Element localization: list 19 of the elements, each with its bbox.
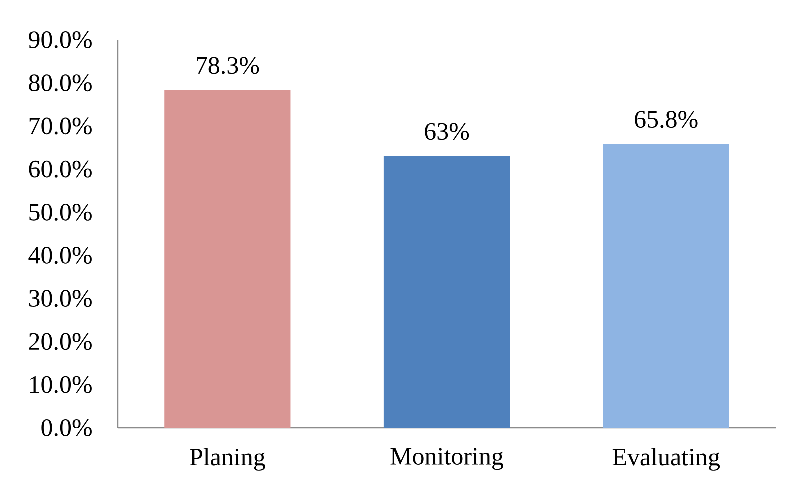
bar (384, 156, 510, 428)
data-label: 63% (425, 123, 470, 140)
data-label: 78.3% (197, 57, 260, 74)
y-tick-label: 50.0% (30, 204, 92, 221)
y-tick-label: 40.0% (28, 247, 92, 264)
y-tick-label: 0.0% (42, 420, 92, 436)
bar (164, 90, 291, 428)
x-tick-label: Monitoring (390, 448, 504, 470)
y-tick-label: 80.0% (29, 74, 92, 92)
y-tick-label: 10.0% (30, 376, 92, 394)
bar (603, 144, 730, 428)
y-tick-label: 90.0% (29, 32, 92, 48)
y-tick-label: 20.0% (29, 333, 92, 350)
y-tick-label: 60.0% (29, 160, 92, 178)
x-tick-label: Planing (190, 448, 266, 471)
y-tick-label: 70.0% (30, 118, 92, 135)
x-tick-label: Evaluating (612, 448, 720, 471)
data-label: 65.8% (635, 111, 698, 128)
y-tick-label: 30.0% (29, 290, 92, 308)
